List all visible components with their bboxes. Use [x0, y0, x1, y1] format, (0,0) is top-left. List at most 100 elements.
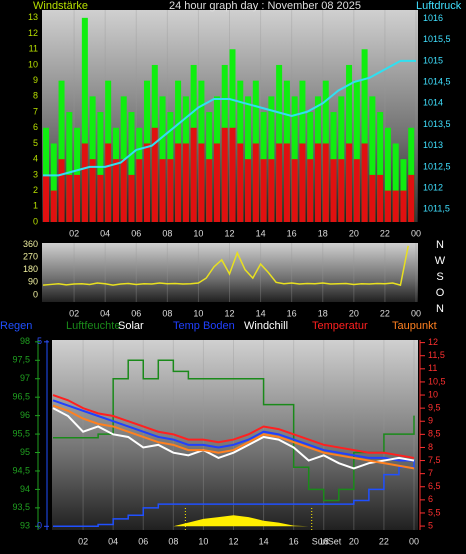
x-tick-label: 20 [349, 536, 359, 546]
x-tick-label: 08 [162, 228, 172, 238]
data-line [52, 404, 415, 470]
y-tick-label: 10,5 [428, 376, 446, 386]
x-tick-label: 18 [318, 308, 328, 318]
bar [291, 159, 298, 222]
y-tick-label: 0 [33, 216, 38, 226]
y-tick-label: 9,5 [428, 403, 441, 413]
direction-label: O [436, 287, 445, 299]
bar [198, 143, 205, 222]
bar [314, 143, 321, 222]
bar [283, 143, 290, 222]
bar [221, 127, 228, 222]
y-tick-label: 1015,5 [423, 34, 451, 44]
bar [229, 127, 236, 222]
plot-area [52, 340, 418, 530]
x-tick-label: 00 [411, 308, 421, 318]
y-tick-label: 6 [428, 494, 433, 504]
bar [151, 127, 158, 222]
y-tick-label: 93,5 [12, 502, 30, 512]
y-tick-label: 94 [20, 484, 30, 494]
bar [89, 159, 96, 222]
y-tick-label: 1012,5 [423, 161, 451, 171]
bar [175, 143, 182, 222]
x-tick-label: 10 [198, 536, 208, 546]
x-tick-label: 08 [168, 536, 178, 546]
bar [392, 190, 399, 222]
x-tick-label: 12 [224, 308, 234, 318]
x-tick-label: 22 [380, 308, 390, 318]
y-tick-label: 8,5 [428, 429, 441, 439]
y-tick-label: 96,5 [12, 392, 30, 402]
y-tick-label: 13 [28, 12, 38, 22]
data-line [42, 245, 409, 287]
y-tick-label: 96 [20, 410, 30, 420]
x-tick-label: 16 [289, 536, 299, 546]
y-tick-label: 6 [33, 122, 38, 132]
bar [144, 143, 151, 222]
legend-entry: Regen [0, 320, 32, 332]
y-tick-label: 1015 [423, 55, 443, 65]
y-tick-label: 270 [23, 251, 38, 261]
y-tick-label: 5 [33, 138, 38, 148]
bar [361, 143, 368, 222]
direction-label: N [436, 303, 444, 315]
bar [136, 159, 143, 222]
y-tick-label: 1 [33, 201, 38, 211]
x-tick-label: 10 [193, 228, 203, 238]
y-tick-label: 95,5 [12, 428, 30, 438]
legend-entry: Solar [118, 320, 144, 332]
bar [167, 159, 174, 222]
bar [322, 143, 329, 222]
x-tick-label: 14 [256, 228, 266, 238]
bar [377, 174, 384, 222]
y-tick-label: 97 [20, 373, 30, 383]
bar [237, 143, 244, 222]
y-tick-label: 10 [28, 59, 38, 69]
y-tick-label: 1016 [423, 13, 443, 23]
bar [128, 174, 135, 222]
data-line [53, 359, 415, 502]
x-tick-label: 22 [380, 228, 390, 238]
y-tick-label: 6,5 [428, 481, 441, 491]
bar [50, 143, 57, 222]
bar [66, 112, 73, 222]
x-tick-label: 06 [131, 228, 141, 238]
y-axis-title: Windstärke [33, 0, 88, 12]
bar [120, 159, 127, 222]
bar [58, 159, 65, 222]
data-line [52, 394, 415, 459]
bar [105, 143, 112, 222]
x-tick-label: 04 [100, 228, 110, 238]
bar [408, 174, 415, 222]
y-tick-label: 3 [33, 169, 38, 179]
y-tick-label: 1013 [423, 140, 443, 150]
y-tick-label: 7 [33, 106, 38, 116]
bar [97, 174, 104, 222]
data-area [173, 515, 309, 527]
y-tick-label: 1014,5 [423, 76, 451, 86]
x-tick-label: 12 [228, 536, 238, 546]
bar [361, 49, 368, 222]
legend-entry: Taupunkt [392, 320, 437, 332]
x-tick-label: 14 [256, 308, 266, 318]
bar [299, 143, 306, 222]
bar [81, 143, 88, 222]
y-tick-label: 9 [428, 416, 433, 426]
x-tick-label: 20 [349, 228, 359, 238]
direction-label: S [436, 271, 443, 283]
bar [58, 80, 65, 223]
chart-title: 24 hour graph day : November 08 2025 [169, 0, 361, 12]
data-line [52, 407, 415, 470]
y-tick-label: 97,5 [12, 355, 30, 365]
data-line [53, 459, 415, 528]
x-tick-label: 00 [411, 228, 421, 238]
x-tick-label: 22 [379, 536, 389, 546]
y-tick-label: 1012 [423, 182, 443, 192]
legend-entry: Temperatur [312, 320, 368, 332]
y-tick-label: 5 [37, 336, 42, 346]
bar [74, 174, 81, 222]
bar [159, 159, 166, 222]
y-tick-label: 11 [428, 363, 437, 373]
x-tick-label: 02 [69, 228, 79, 238]
